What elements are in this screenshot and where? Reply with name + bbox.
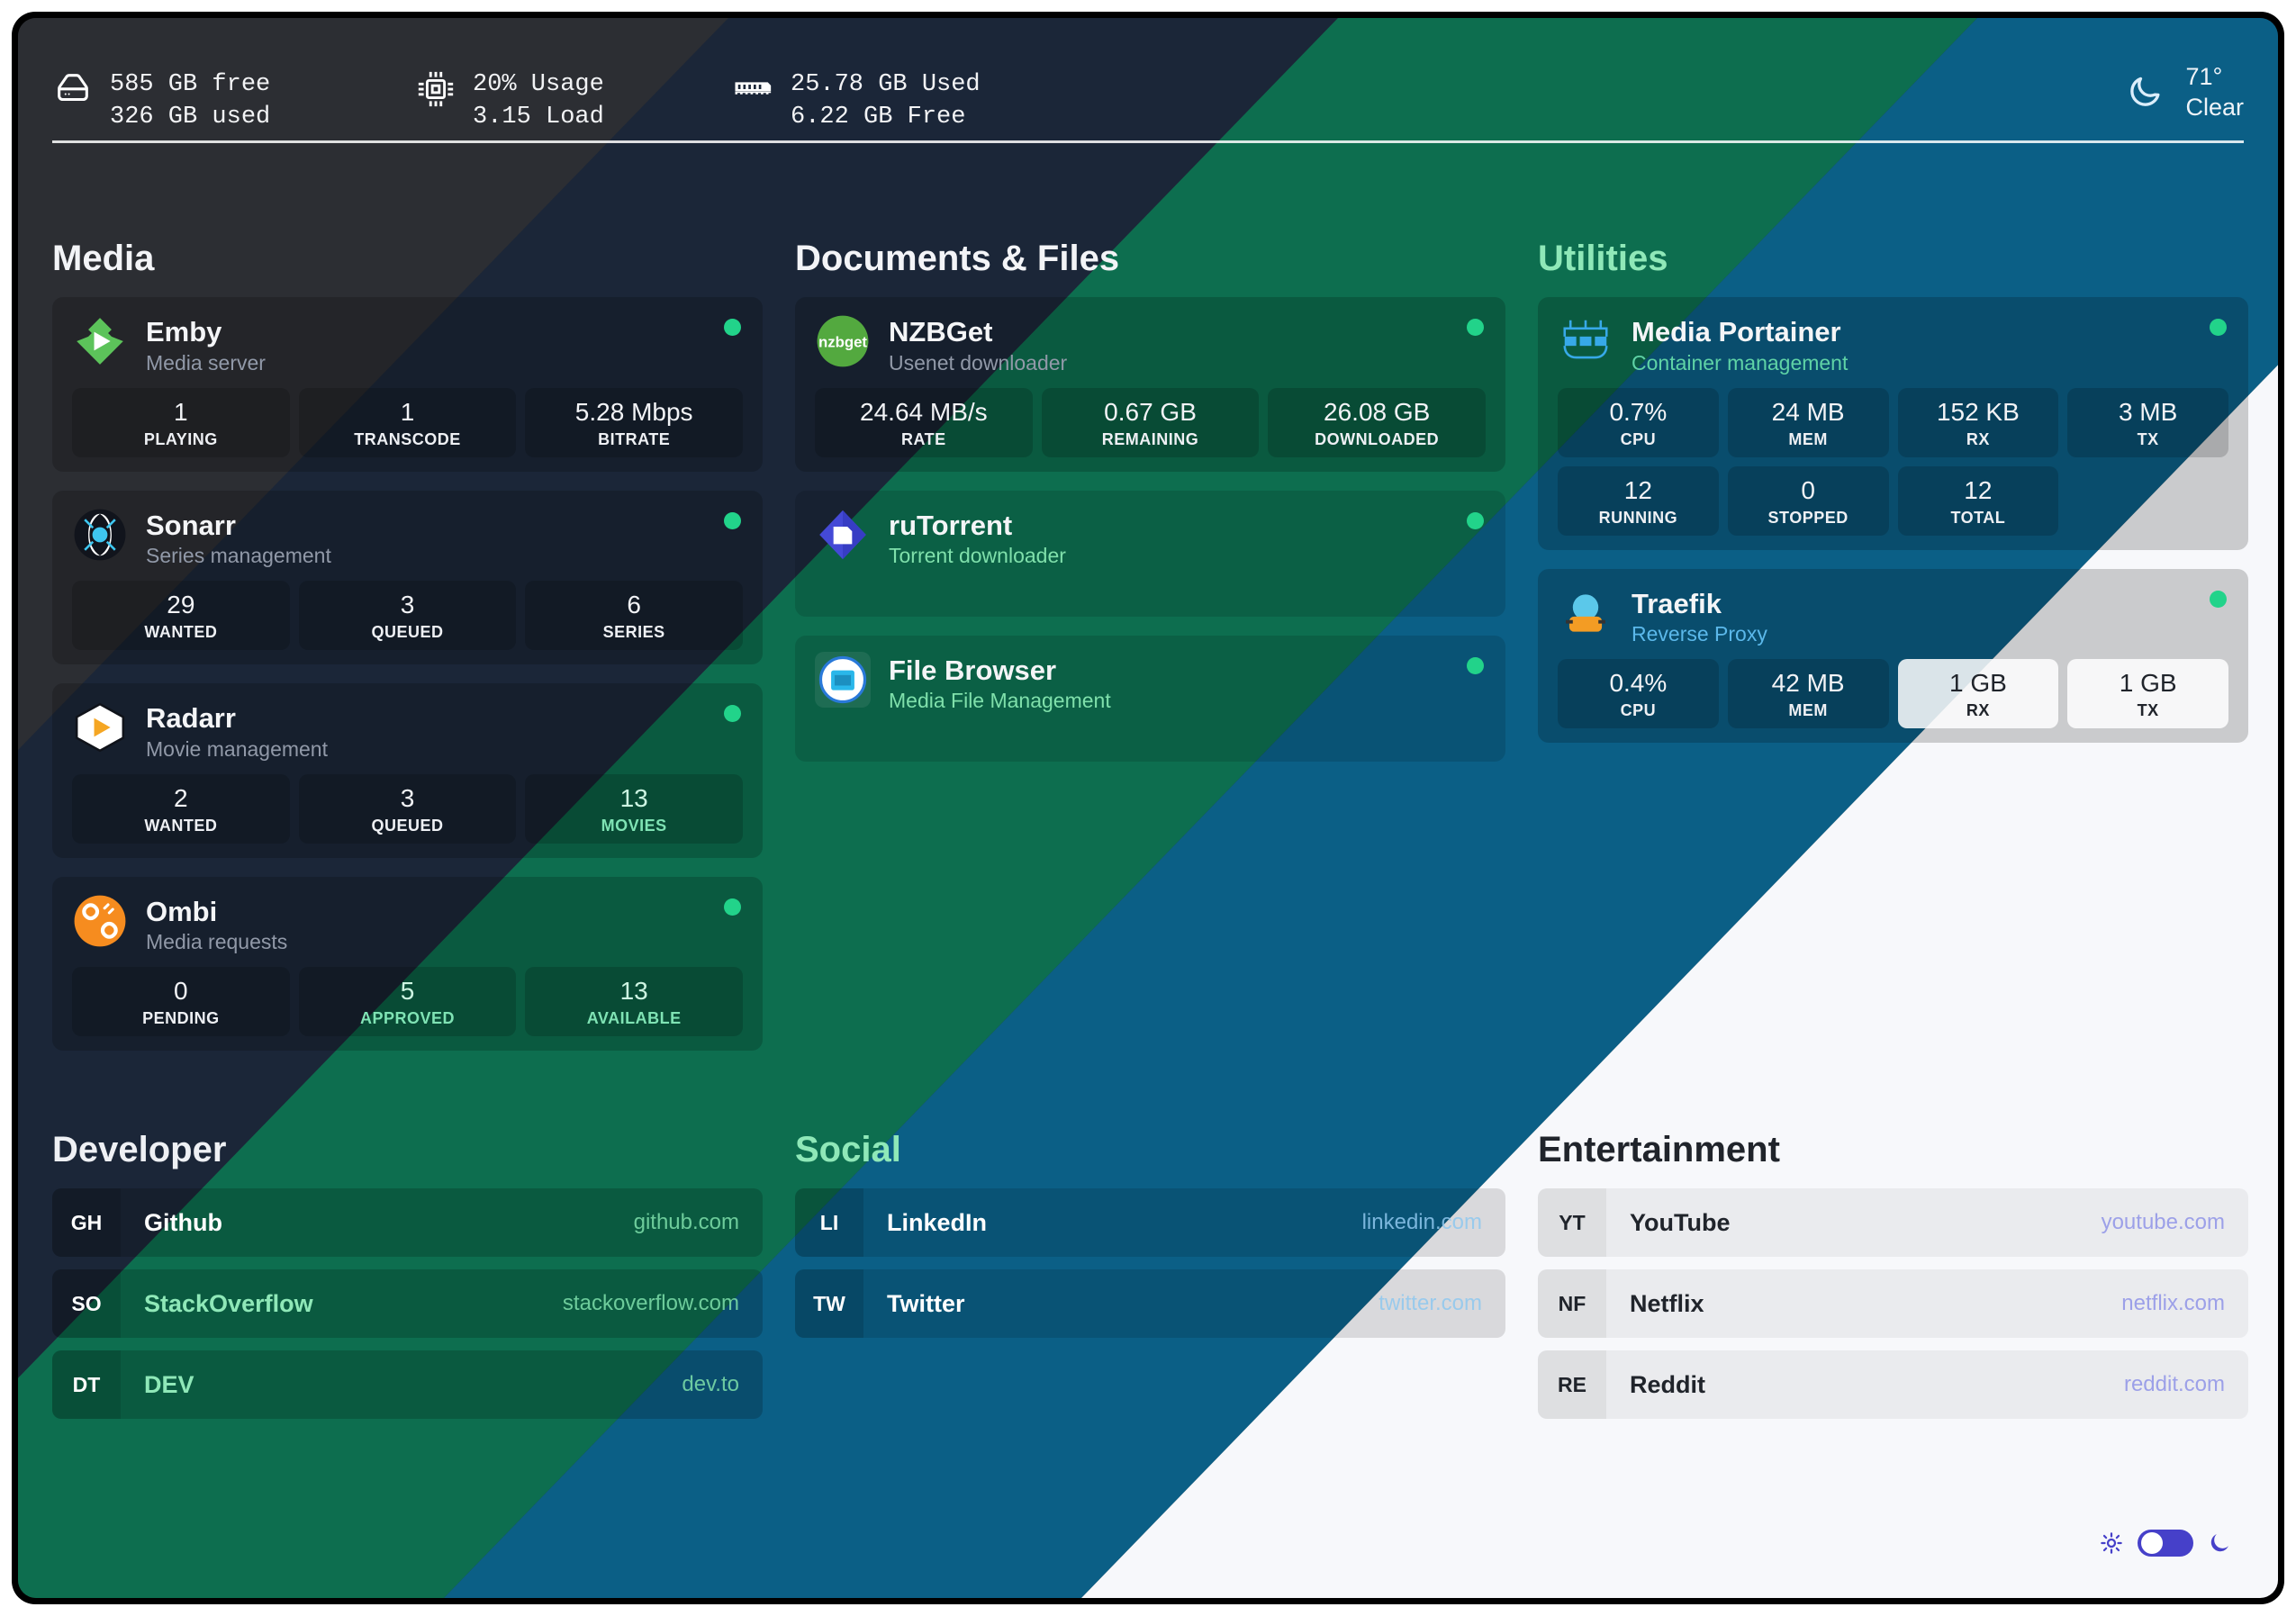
svg-text:nzbget: nzbget	[818, 333, 867, 350]
